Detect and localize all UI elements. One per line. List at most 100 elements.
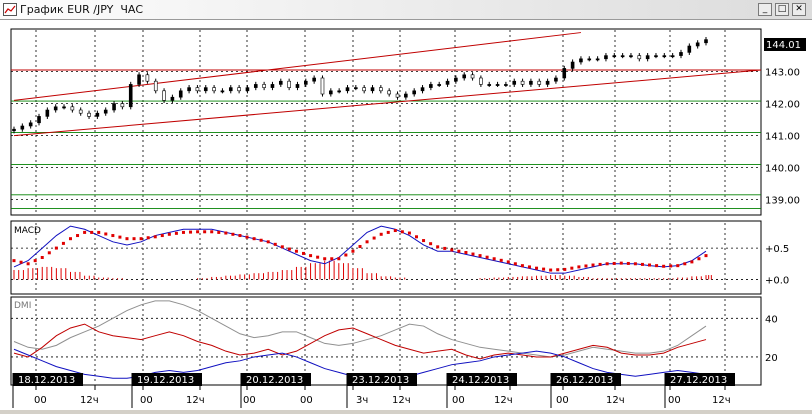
candle-body	[445, 80, 450, 85]
candle	[78, 107, 83, 116]
candle	[395, 91, 400, 100]
candle	[512, 78, 517, 87]
macd-signal-dot	[584, 264, 588, 268]
candle-body	[228, 87, 233, 92]
candle	[53, 104, 58, 113]
candle	[128, 81, 133, 110]
candle-body	[704, 39, 708, 44]
candle-body	[220, 90, 225, 93]
macd-signal-dot	[259, 238, 263, 242]
macd-signal-dot	[676, 264, 680, 268]
candle-body	[670, 55, 675, 58]
candle	[687, 43, 692, 55]
candle-body	[479, 77, 483, 85]
candle	[529, 78, 533, 87]
macd-signal-dot	[520, 264, 524, 268]
candle-body	[579, 58, 583, 63]
candle	[454, 75, 458, 84]
chart-area: 139.00 140.00 141.00 142.00 143.00 144.01 +0…	[0, 20, 812, 410]
candle	[37, 113, 41, 126]
price-ticks: 139.00 140.00 141.00 142.00 143.00	[765, 68, 800, 207]
macd-signal-dot	[61, 241, 65, 245]
candle	[337, 88, 341, 94]
candle-body	[20, 125, 25, 130]
macd-main-line	[13, 225, 707, 274]
macd-signal-dot	[556, 268, 560, 272]
macd-signal-dot	[429, 242, 433, 246]
maximize-button[interactable]: □	[775, 3, 789, 16]
candle-body	[454, 77, 458, 82]
macd-signal-dot	[400, 230, 404, 234]
candle-body	[554, 77, 558, 82]
candle-body	[320, 77, 325, 95]
close-button[interactable]: ✕	[792, 3, 806, 16]
candle	[70, 104, 75, 113]
candle	[262, 81, 266, 91]
candle-body	[278, 80, 283, 85]
hour-label: 12ч	[392, 395, 411, 406]
dmi-title: DMI	[14, 301, 31, 311]
candle	[162, 88, 166, 103]
candle-body	[120, 103, 125, 108]
macd-signal-dot	[19, 260, 23, 264]
candle	[554, 75, 558, 84]
hour-label: 00	[556, 395, 569, 406]
macd-signal-dot	[591, 263, 595, 267]
macd-signal-dot	[330, 257, 334, 261]
candle-body	[312, 77, 316, 82]
macd-signal-dot	[640, 262, 644, 266]
macd-signal-dot	[436, 245, 440, 249]
macd-signal-dots	[12, 229, 708, 272]
candle	[170, 94, 175, 103]
candle-body	[128, 84, 133, 108]
candle	[203, 85, 208, 94]
macd-signal-dot	[683, 262, 687, 266]
candle-body	[429, 84, 433, 88]
candle	[195, 85, 200, 94]
candle-body	[195, 87, 200, 92]
candle-body	[203, 87, 208, 92]
candle-body	[612, 55, 617, 58]
candle	[228, 85, 233, 94]
minimize-button[interactable]: _	[758, 3, 772, 16]
candle-body	[53, 106, 58, 111]
macd-signal-dot	[626, 261, 630, 265]
candle-body	[662, 55, 667, 58]
macd-signal-dot	[598, 262, 602, 266]
macd-signal-dot	[669, 264, 673, 268]
candle	[645, 53, 650, 62]
date-label: 27.12.2013	[670, 375, 727, 386]
macd-signal-dot	[26, 262, 30, 266]
candle	[45, 107, 50, 119]
candle-body	[595, 58, 600, 61]
candle-body	[237, 87, 241, 92]
macd-histogram	[13, 260, 712, 280]
candle-body	[78, 109, 83, 114]
candle	[587, 56, 592, 62]
macd-signal-dot	[302, 251, 306, 255]
candle-body	[45, 109, 50, 117]
candle-body	[379, 87, 383, 92]
y-tick-label: 20	[765, 353, 778, 364]
candle	[20, 123, 25, 132]
hour-label: 12ч	[494, 395, 513, 406]
candle	[270, 81, 275, 91]
macd-signal-dot	[563, 267, 567, 271]
macd-signal-dot	[605, 262, 609, 266]
macd-signal-dot	[407, 231, 411, 235]
candle	[470, 72, 475, 81]
macd-signal-dot	[365, 240, 369, 244]
macd-signal-dot	[471, 252, 475, 256]
candle	[62, 104, 66, 110]
candle-body	[520, 80, 525, 85]
candle-body	[495, 84, 500, 86]
macd-signal-dot	[90, 230, 94, 234]
macd-signal-dot	[203, 230, 207, 234]
candle	[429, 81, 433, 91]
candle	[504, 81, 508, 87]
macd-signal-dot	[485, 255, 489, 259]
candle	[629, 53, 633, 59]
macd-signal-dot	[196, 230, 200, 234]
candle-body	[253, 84, 258, 88]
